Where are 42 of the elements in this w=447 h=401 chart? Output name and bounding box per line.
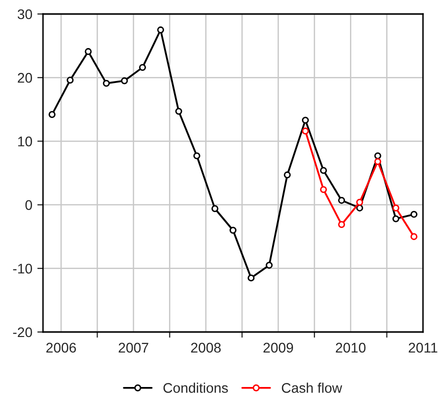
point [175,108,182,115]
x-tick-label: 2006 [46,342,76,353]
point [211,205,218,212]
y-tick-label: 10 [18,136,32,146]
point [230,226,236,234]
point [48,111,56,118]
point [302,128,309,134]
x-tick-label: 2011 [408,342,438,353]
point [302,116,309,124]
point [374,158,382,166]
legend-label: Cash flow [282,382,342,393]
point [66,76,74,84]
point [392,215,400,222]
point [284,171,291,178]
point [410,233,418,240]
y-tick-label: 30 [18,9,32,20]
point [356,204,364,212]
point [356,198,364,206]
point [392,204,400,212]
point [338,221,346,228]
point [120,77,128,84]
x-tick-label: 2010 [336,342,366,353]
point [84,48,92,55]
x-tick-label: 2008 [191,342,221,353]
x-tick-label: 2009 [263,342,294,353]
point [266,262,273,269]
point [193,152,200,160]
point [338,196,346,204]
point [248,274,255,282]
y-tick-label: -20 [13,327,32,338]
point [320,186,327,194]
point [157,26,164,34]
point [320,166,327,174]
point [102,80,110,87]
x-tick-label: 2007 [118,342,148,353]
point [139,64,146,71]
legend-label: Conditions [163,382,228,393]
y-tick-label: 0 [25,200,32,210]
point [410,210,418,218]
y-tick-label: 20 [18,72,32,83]
y-tick-label: -10 [13,264,32,274]
point [374,152,382,160]
